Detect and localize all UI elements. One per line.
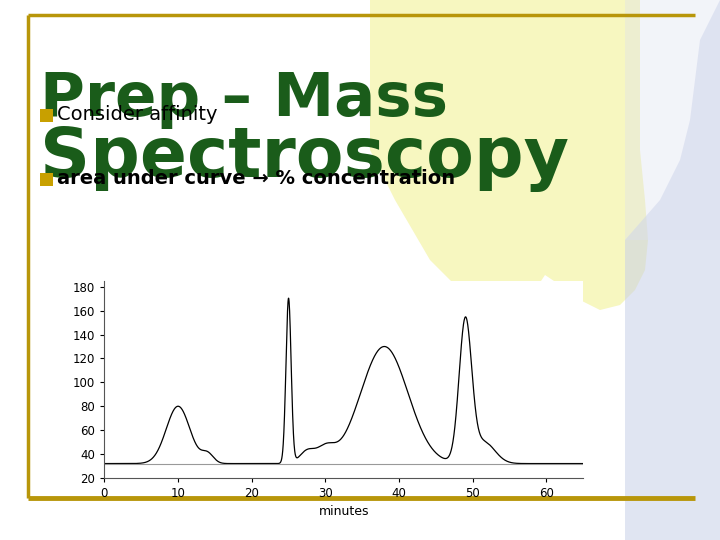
Text: Consider affinity: Consider affinity [57, 105, 217, 125]
Polygon shape [370, 0, 648, 360]
Polygon shape [625, 0, 720, 240]
Polygon shape [625, 0, 720, 540]
Text: Prep – Mass: Prep – Mass [40, 70, 448, 129]
Text: Spectroscopy: Spectroscopy [40, 125, 569, 192]
X-axis label: minutes: minutes [318, 505, 369, 518]
Text: area under curve → % concentration: area under curve → % concentration [57, 170, 455, 188]
Bar [40, 173, 53, 186]
Bar [40, 109, 53, 122]
